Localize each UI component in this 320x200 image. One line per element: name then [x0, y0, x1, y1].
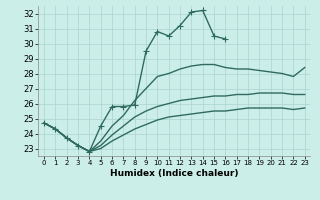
X-axis label: Humidex (Indice chaleur): Humidex (Indice chaleur) [110, 169, 239, 178]
